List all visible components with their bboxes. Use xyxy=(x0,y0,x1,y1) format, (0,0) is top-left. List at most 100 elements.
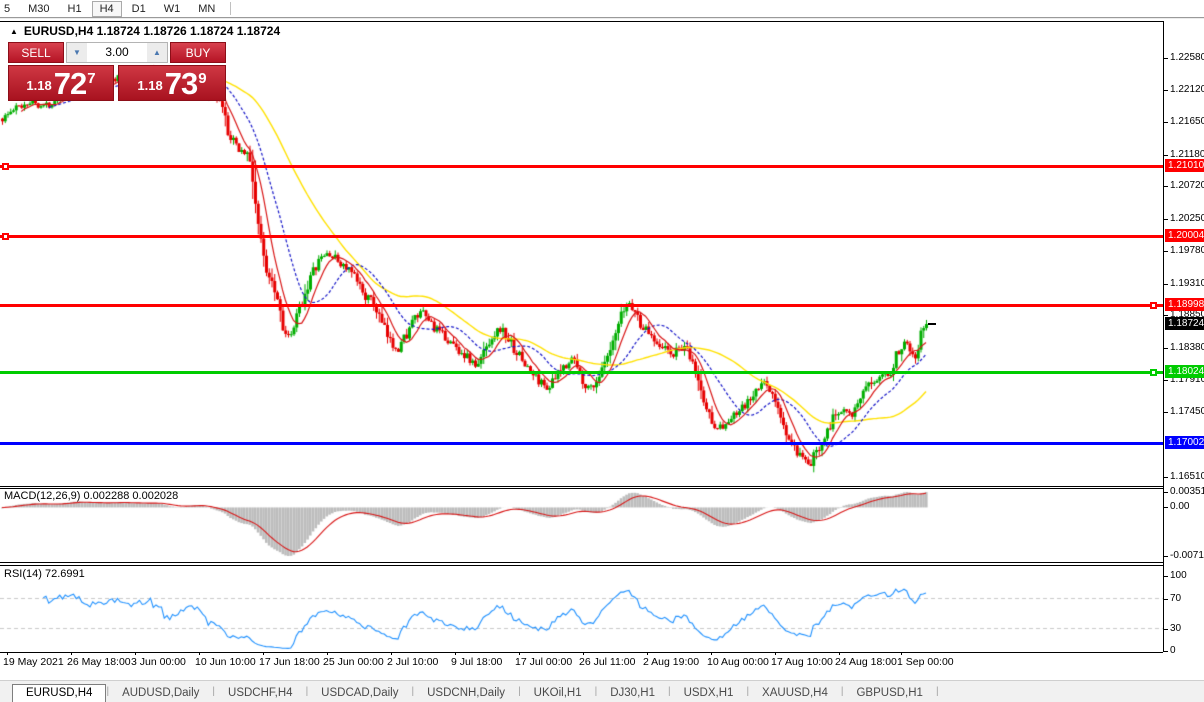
sell-price-pip: 7 xyxy=(87,70,96,87)
price-axis-label: 1.19310 xyxy=(1170,278,1204,289)
timeframe-button-w1[interactable]: W1 xyxy=(163,2,181,15)
time-axis-tick xyxy=(583,652,584,655)
price-axis-label: 1.20720 xyxy=(1170,180,1204,191)
symbol-tab-ukoil[interactable]: UKOil,H1 xyxy=(533,687,582,699)
macd-axis-label: -0.00717 xyxy=(1170,550,1204,561)
time-axis-label: 26 Jul 11:00 xyxy=(579,656,636,668)
price-axis-label: 1.22120 xyxy=(1170,84,1204,95)
level-price-badge: 1.21010 xyxy=(1165,159,1204,172)
macd-indicator-canvas[interactable] xyxy=(0,488,1163,562)
price-axis-label: 1.21180 xyxy=(1170,149,1204,160)
time-axis-tick xyxy=(775,652,776,655)
macd-info-label: MACD(12,26,9) 0.002288 0.002028 xyxy=(4,490,179,502)
tab-separator: | xyxy=(106,686,110,697)
time-axis-label: 17 Jun 18:00 xyxy=(259,656,320,668)
price-axis-label: 1.20250 xyxy=(1170,213,1204,224)
level-price-badge: 1.18998 xyxy=(1165,298,1204,311)
level-endpoint-marker[interactable] xyxy=(2,163,9,170)
tab-separator: | xyxy=(594,686,598,697)
one-click-trading-widget: SELL ▼ 3.00 ▲ BUY 1.18 72 7 1.18 73 9 xyxy=(8,42,226,101)
time-axis-tick xyxy=(135,652,136,655)
rsi-panel-bottom-border xyxy=(0,652,1163,653)
price-axis-label: 1.22580 xyxy=(1170,52,1204,63)
sell-button[interactable]: SELL xyxy=(8,42,64,63)
level-price-badge: 1.18024 xyxy=(1165,365,1204,378)
time-axis-tick xyxy=(199,652,200,655)
time-axis-label: 10 Jun 10:00 xyxy=(195,656,256,668)
price-axis-tick xyxy=(1163,90,1168,91)
level-endpoint-marker[interactable] xyxy=(2,233,9,240)
symbol-tab-xauusd[interactable]: XAUUSD,H4 xyxy=(762,687,828,699)
symbol-tab-audusd[interactable]: AUDUSD,Daily xyxy=(122,687,200,699)
symbol-tab-usdchf[interactable]: USDCHF,H4 xyxy=(228,687,293,699)
rsi-info-label: RSI(14) 72.6991 xyxy=(4,568,85,580)
time-axis-label: 9 Jul 18:00 xyxy=(451,656,503,668)
timeframe-button-5[interactable]: 5 xyxy=(4,2,11,15)
time-axis-label: 24 Aug 18:00 xyxy=(835,656,897,668)
buy-button[interactable]: BUY xyxy=(170,42,226,63)
collapse-arrow-icon[interactable]: ▲ xyxy=(10,26,18,36)
macd-axis-label: 0.00 xyxy=(1170,501,1190,512)
main-chart-top-border xyxy=(0,21,1163,22)
rsi-axis-label: 0 xyxy=(1170,645,1176,656)
price-axis-tick xyxy=(1163,219,1168,220)
timeframe-button-m30[interactable]: M30 xyxy=(28,2,50,15)
level-endpoint-marker[interactable] xyxy=(1150,302,1157,309)
timeframe-button-h4[interactable]: H4 xyxy=(91,0,122,17)
tab-separator: | xyxy=(667,686,671,697)
price-axis-tick xyxy=(1163,348,1168,349)
time-axis-label: 1 Sep 00:00 xyxy=(897,656,954,668)
price-axis-tick xyxy=(1163,315,1168,316)
level-line-1.20004[interactable] xyxy=(0,235,1163,238)
volume-spinner: ▼ 3.00 ▲ xyxy=(66,42,168,63)
tab-separator: | xyxy=(746,686,750,697)
volume-value[interactable]: 3.00 xyxy=(105,45,129,59)
time-axis-tick xyxy=(455,652,456,655)
price-axis-tick xyxy=(1163,477,1168,478)
level-line-1.21010[interactable] xyxy=(0,165,1163,168)
price-axis-label: 1.21650 xyxy=(1170,116,1204,127)
timeframe-button-mn[interactable]: MN xyxy=(198,2,216,15)
time-axis-label: 25 Jun 00:00 xyxy=(323,656,384,668)
price-axis-label: 1.17910 xyxy=(1170,374,1204,385)
price-axis-tick xyxy=(1163,122,1168,123)
buy-price-big: 73 xyxy=(164,66,198,101)
buy-price-pip: 9 xyxy=(198,70,207,87)
tab-separator: | xyxy=(212,686,216,697)
price-axis-tick xyxy=(1163,412,1168,413)
rsi-axis-tick xyxy=(1163,651,1168,652)
level-line-1.18998[interactable] xyxy=(0,304,1163,307)
symbol-tab-gbpusd[interactable]: GBPUSD,H1 xyxy=(856,687,923,699)
symbol-tab-usdcad[interactable]: USDCAD,Daily xyxy=(321,687,399,699)
sell-price-panel[interactable]: 1.18 72 7 xyxy=(8,65,114,101)
level-line-1.17002[interactable] xyxy=(0,442,1163,445)
rsi-indicator-canvas[interactable] xyxy=(0,565,1163,652)
time-axis-label: 2 Aug 19:00 xyxy=(643,656,700,668)
volume-decrease-button[interactable]: ▼ xyxy=(67,43,87,62)
symbol-tab-usdcnh[interactable]: USDCNH,Daily xyxy=(427,687,506,699)
level-endpoint-marker[interactable] xyxy=(1150,369,1157,376)
volume-increase-button[interactable]: ▲ xyxy=(147,43,167,62)
time-axis-label: 26 May 18:00 xyxy=(67,656,131,668)
timeframe-button-h1[interactable]: H1 xyxy=(67,2,82,15)
time-axis-tick xyxy=(519,652,520,655)
symbol-tab-eurusd[interactable]: EURUSD,H4 xyxy=(12,684,107,702)
symbol-tab-usdx[interactable]: USDX,H1 xyxy=(683,687,734,699)
symbol-tab-dj30[interactable]: DJ30,H1 xyxy=(610,687,655,699)
main-chart-bottom-border xyxy=(0,486,1163,487)
price-axis-tick xyxy=(1163,58,1168,59)
time-axis-label: 10 Aug 00:00 xyxy=(707,656,769,668)
rsi-panel-top-border xyxy=(0,565,1163,566)
buy-price-prefix: 1.18 xyxy=(137,78,163,93)
level-line-1.18024[interactable] xyxy=(0,371,1163,374)
toolbar-separator xyxy=(230,2,232,15)
buy-price-panel[interactable]: 1.18 73 9 xyxy=(118,65,226,101)
rsi-axis-label: 30 xyxy=(1170,623,1182,634)
price-axis-tick xyxy=(1163,380,1168,381)
time-axis-tick xyxy=(839,652,840,655)
time-axis-label: 19 May 2021 xyxy=(3,656,64,668)
timeframe-button-d1[interactable]: D1 xyxy=(131,2,146,15)
macd-axis-tick xyxy=(1163,507,1168,508)
level-price-badge: 1.20004 xyxy=(1165,229,1204,242)
